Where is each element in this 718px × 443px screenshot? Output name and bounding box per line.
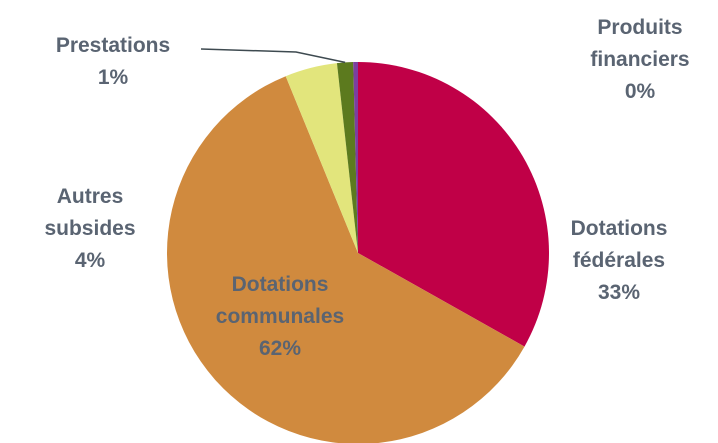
slice-label-percent: 33% <box>598 281 640 304</box>
slice-label-percent: 4% <box>75 249 106 272</box>
pie-slice-3 <box>285 63 358 253</box>
slice-label-percent: 62% <box>259 337 301 360</box>
slice-label-5: Produits financiers 0% <box>590 16 689 103</box>
slice-label-name-line: Autres <box>57 185 124 208</box>
slice-label-2: Dotations communales 62% <box>216 273 344 360</box>
slice-label-1: Dotations fédérales 33% <box>571 217 668 304</box>
slice-label-name-line: Prestations <box>56 34 170 57</box>
slice-label-percent: 0% <box>625 80 656 103</box>
slice-label-name-line: fédérales <box>573 249 665 272</box>
slice-label-percent: 1% <box>98 66 129 89</box>
pie-slices <box>167 61 549 443</box>
slice-labels: Dotations fédérales 33% Dotations communales… <box>44 16 689 360</box>
slice-label-name-line: Produits <box>597 16 682 39</box>
leader-lines <box>200 48 346 64</box>
slice-label-name-line: Dotations <box>232 273 329 296</box>
pie-slice-1 <box>358 62 549 347</box>
pie-slice-4 <box>336 62 358 254</box>
slice-label-name-line: Dotations <box>571 217 668 240</box>
slice-label-name-line: communales <box>216 305 344 328</box>
slice-label-name-line: financiers <box>590 48 689 71</box>
slice-label-name-line: subsides <box>44 217 135 240</box>
slice-label-3: Autres subsides 4% <box>44 185 135 272</box>
slice-label-4: Prestations 1% <box>56 34 170 89</box>
pie-slice-5 <box>353 61 358 253</box>
leader-line-prestations <box>200 48 346 64</box>
pie-slice-2 <box>167 76 525 443</box>
